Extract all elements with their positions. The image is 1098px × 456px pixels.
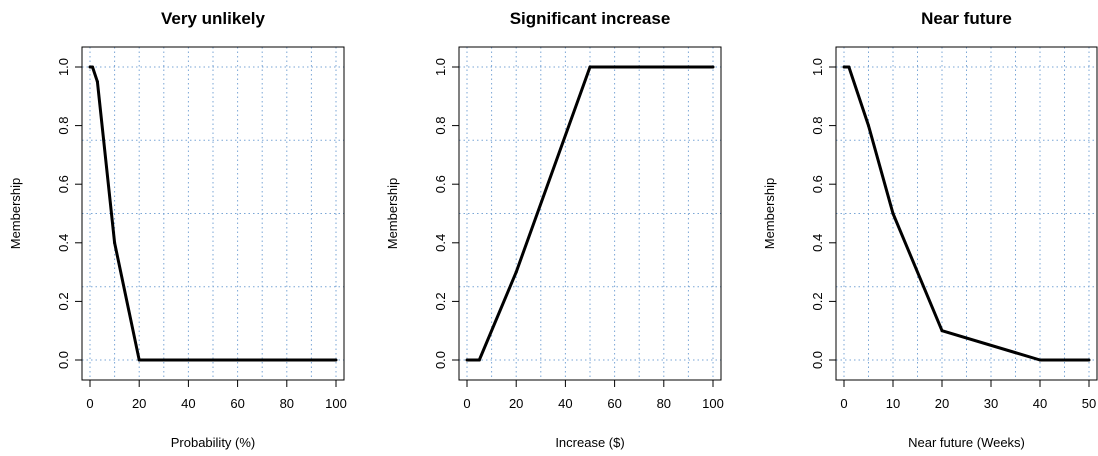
- y-tick-label: 0.2: [433, 292, 448, 310]
- y-tick-label: 0.0: [433, 351, 448, 369]
- data-point: [891, 212, 895, 215]
- data-point: [113, 241, 117, 245]
- chart-title: Near future: [921, 9, 1012, 28]
- y-axis-label: Membership: [385, 178, 400, 250]
- x-tick-label: 30: [984, 396, 998, 411]
- data-point: [1087, 358, 1091, 362]
- x-tick-label: 20: [935, 396, 949, 411]
- y-tick-label: 0.2: [56, 292, 71, 310]
- data-point: [711, 65, 715, 69]
- plot-frame: [458, 46, 722, 381]
- data-point: [842, 65, 846, 69]
- plot-frame: [81, 46, 345, 381]
- data-point: [95, 80, 99, 84]
- x-tick-label: 100: [702, 396, 724, 411]
- y-tick-label: 1.0: [56, 58, 71, 76]
- data-point: [137, 358, 141, 362]
- y-tick-label: 1.0: [433, 58, 448, 76]
- y-tick-label: 1.0: [810, 58, 825, 76]
- panel-near-future: Near future Near future (Weeks) Membersh…: [762, 9, 1098, 450]
- x-tick-label: 10: [886, 396, 900, 411]
- x-tick-label: 40: [181, 396, 195, 411]
- x-tick-label: 0: [840, 396, 847, 411]
- y-tick-label: 0.8: [810, 117, 825, 135]
- x-tick-label: 100: [325, 396, 347, 411]
- x-tick-label: 40: [558, 396, 572, 411]
- panel-very-unlikely: Very unlikely Probability (%) Membership…: [8, 9, 347, 450]
- y-tick-label: 0.0: [56, 351, 71, 369]
- data-point: [88, 65, 92, 69]
- chart-title: Very unlikely: [161, 9, 265, 28]
- y-tick-label: 0.6: [56, 175, 71, 193]
- x-axis-label: Increase ($): [555, 435, 624, 450]
- data-point: [867, 124, 870, 128]
- y-tick-label: 0.4: [433, 234, 448, 252]
- x-tick-label: 50: [1082, 396, 1096, 411]
- y-tick-label: 0.4: [56, 234, 71, 252]
- plot-frame: [835, 46, 1098, 381]
- data-point: [514, 270, 518, 274]
- y-tick-label: 0.6: [433, 175, 448, 193]
- y-tick-label: 0.4: [810, 234, 825, 252]
- x-tick-label: 0: [463, 396, 470, 411]
- y-tick-label: 0.2: [810, 292, 825, 310]
- x-tick-label: 60: [607, 396, 621, 411]
- data-point: [1038, 358, 1042, 362]
- y-axis-label: Membership: [8, 178, 23, 250]
- chart-title: Significant increase: [510, 9, 671, 28]
- grid: [459, 47, 721, 380]
- x-axis-label: Probability (%): [171, 435, 256, 450]
- y-axis-label: Membership: [762, 178, 777, 250]
- y-tick-label: 0.8: [433, 117, 448, 135]
- grid: [82, 47, 344, 380]
- panel-significant-increase: Significant increase Increase ($) Member…: [385, 9, 724, 450]
- data-point: [588, 65, 592, 69]
- data-point: [847, 65, 851, 69]
- y-tick-label: 0.8: [56, 117, 71, 135]
- x-tick-label: 0: [86, 396, 93, 411]
- x-tick-label: 80: [280, 396, 294, 411]
- x-tick-label: 20: [509, 396, 523, 411]
- x-axis-label: Near future (Weeks): [908, 435, 1025, 450]
- grid: [836, 47, 1097, 380]
- y-tick-label: 0.6: [810, 175, 825, 193]
- data-point: [940, 329, 944, 333]
- data-point: [465, 358, 469, 362]
- x-tick-label: 60: [230, 396, 244, 411]
- x-tick-label: 20: [132, 396, 146, 411]
- x-tick-label: 80: [657, 396, 671, 411]
- data-point: [334, 358, 338, 362]
- y-tick-label: 0.0: [810, 351, 825, 369]
- x-tick-label: 40: [1033, 396, 1047, 411]
- data-point: [90, 65, 94, 69]
- data-point: [477, 358, 481, 362]
